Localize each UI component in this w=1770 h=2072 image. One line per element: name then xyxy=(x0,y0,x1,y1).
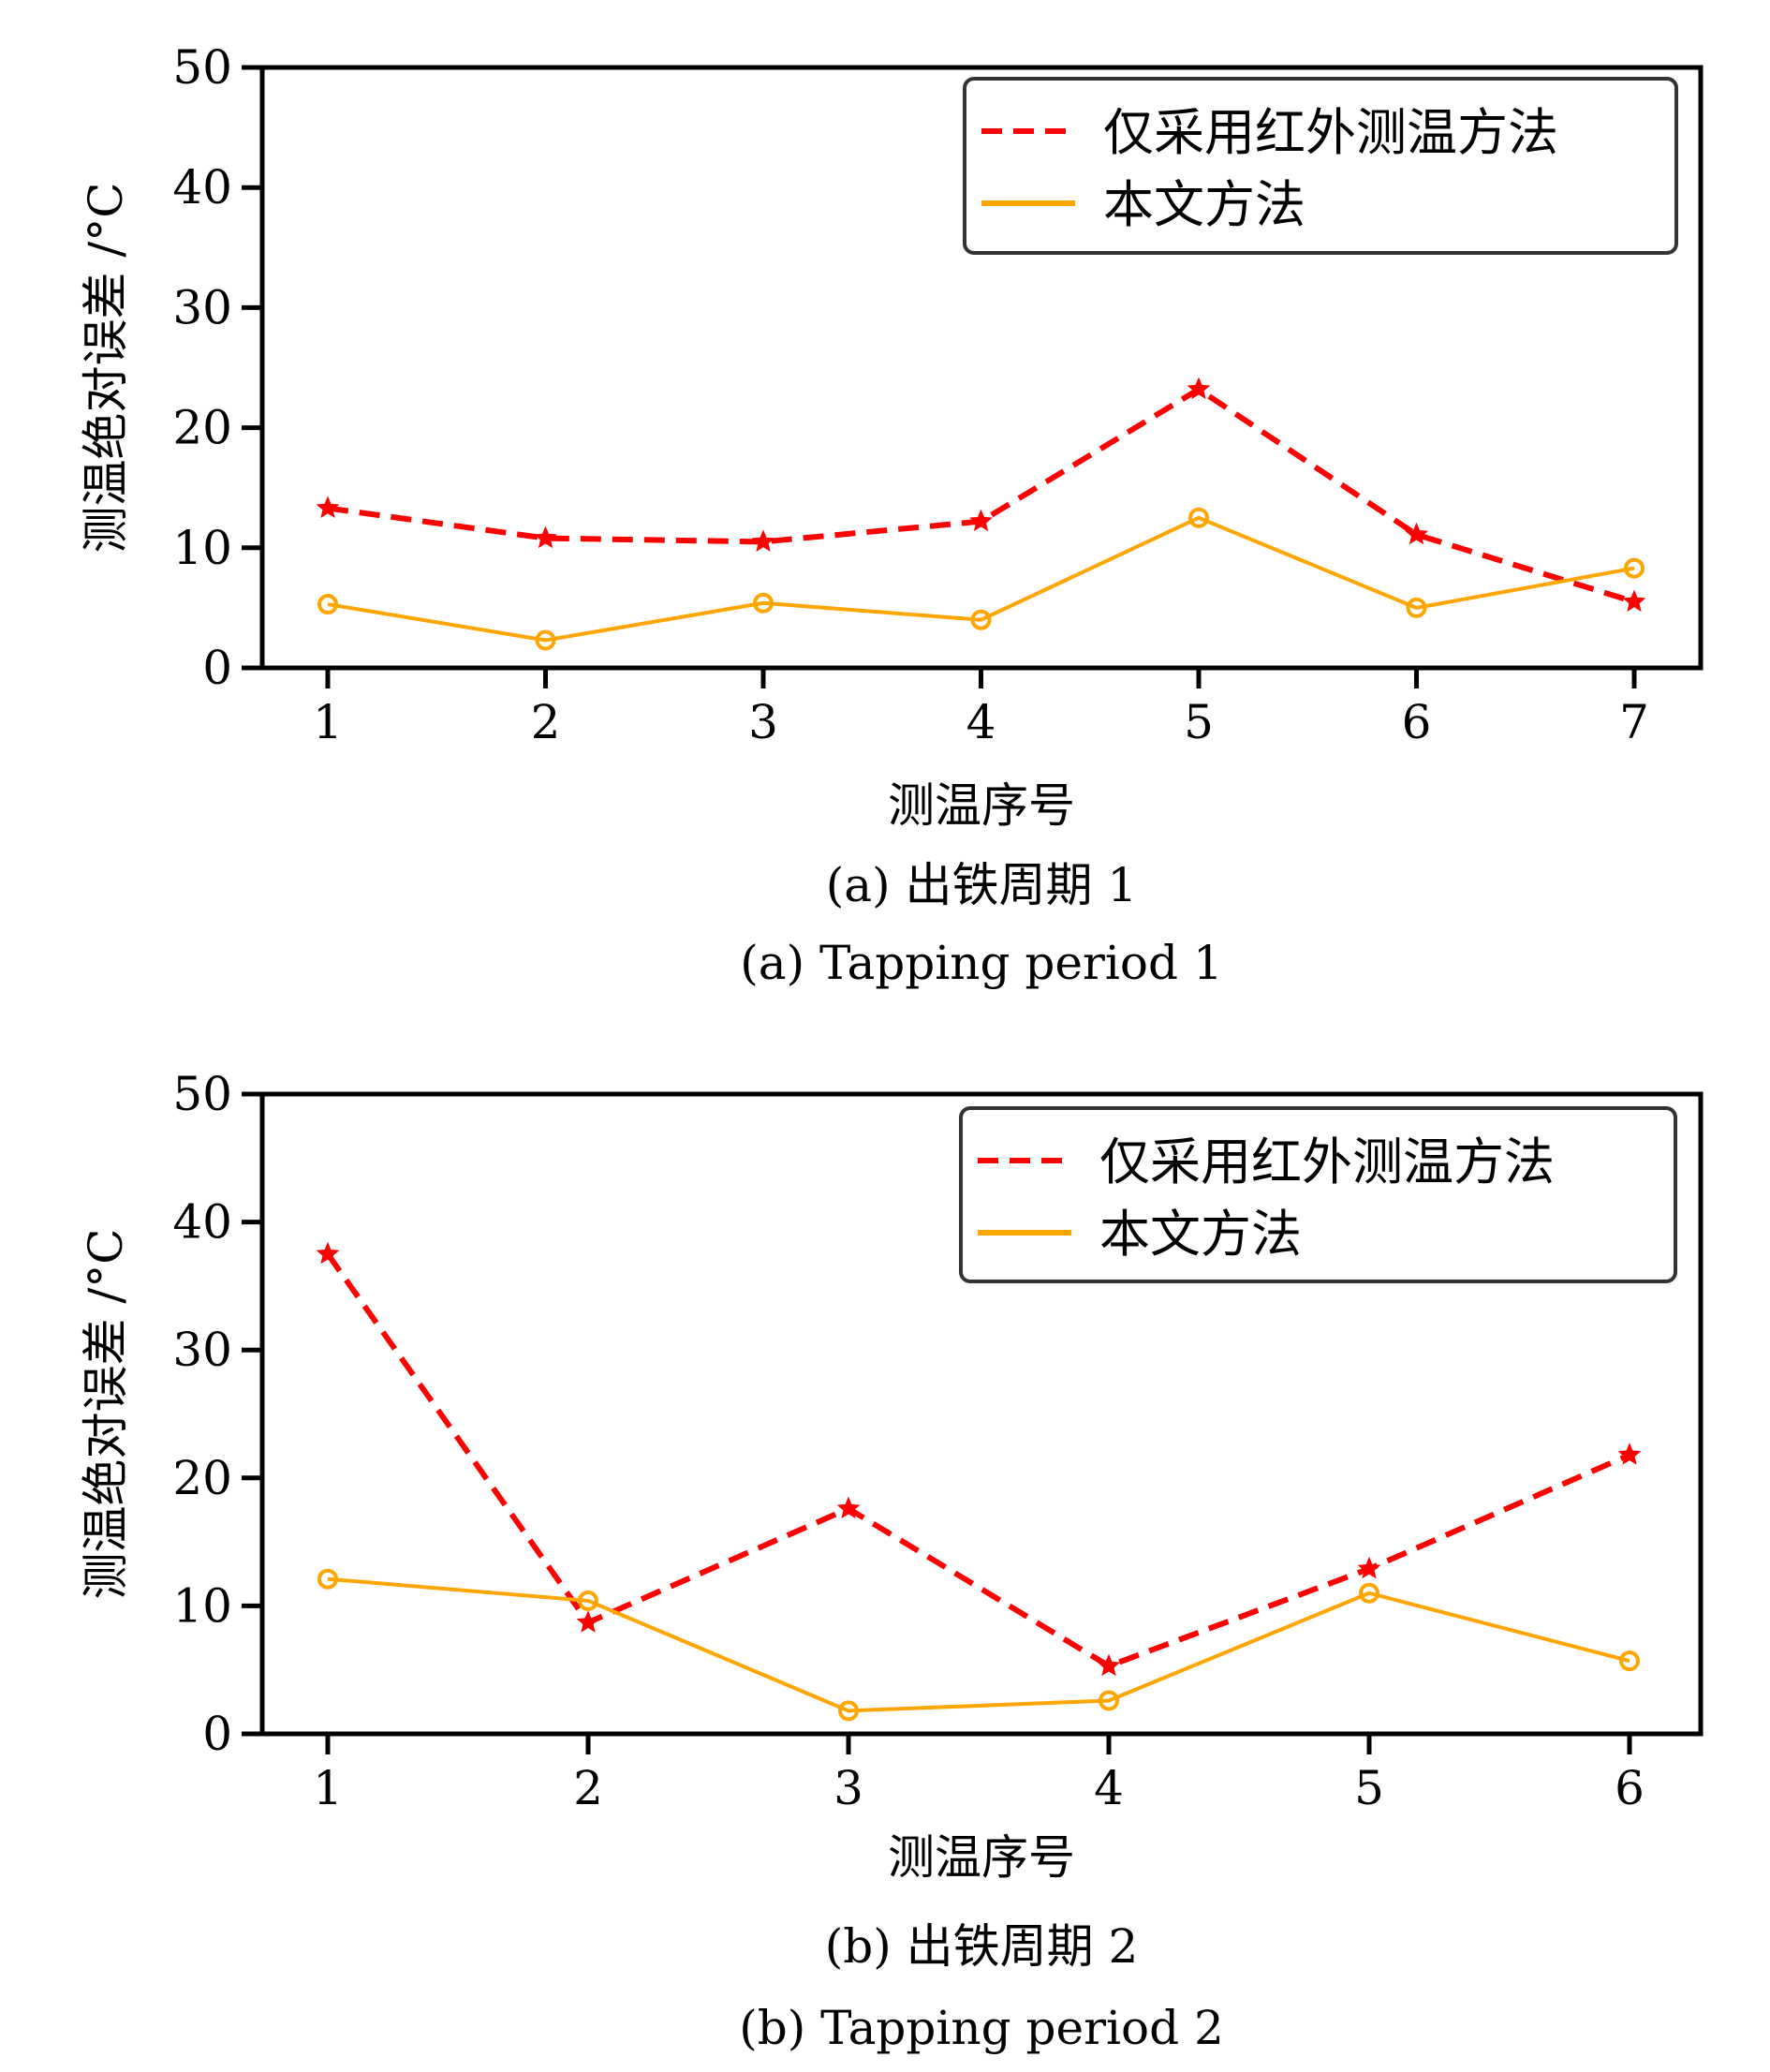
x-tick-label: 4 xyxy=(1094,1761,1124,1815)
series-layer xyxy=(316,1241,1642,1722)
data-point-circle xyxy=(578,1590,598,1611)
data-point-circle xyxy=(1406,597,1427,618)
series-layer xyxy=(316,377,1646,651)
legend-label-infrared: 仅采用红外测温方法 xyxy=(1103,103,1558,162)
data-point-star xyxy=(1187,377,1211,400)
x-tick-label: 2 xyxy=(573,1761,603,1815)
series-line-infrared xyxy=(327,386,1635,605)
x-tick-label: 2 xyxy=(531,695,561,749)
legend-label-proposed: 本文方法 xyxy=(1099,1205,1302,1264)
y-tick-label: 50 xyxy=(172,40,232,95)
legend-label-proposed: 本文方法 xyxy=(1103,175,1305,234)
y-axis-title: 测温绝对误差 /°C xyxy=(79,1229,133,1600)
data-point-circle xyxy=(535,629,556,651)
x-axis: 1 2 3 4 5 6 7 xyxy=(313,668,1649,749)
data-point-star xyxy=(534,525,557,549)
data-point-star xyxy=(751,529,775,552)
legend-box xyxy=(963,77,1678,255)
y-tick-label: 10 xyxy=(172,521,232,575)
series-line-proposed xyxy=(327,515,1635,643)
y-tick-label: 40 xyxy=(172,160,232,215)
data-point-star xyxy=(1097,1653,1121,1677)
x-tick-label: 6 xyxy=(1615,1761,1645,1815)
x-tick-label: 6 xyxy=(1402,695,1432,749)
y-tick-label: 40 xyxy=(172,1195,232,1250)
y-tick-label: 20 xyxy=(172,401,232,455)
y-axis: 0 10 20 30 40 50 xyxy=(172,1067,262,1761)
series-line-proposed xyxy=(327,1576,1630,1713)
legend: 仅采用红外测温方法 本文方法 xyxy=(959,1106,1677,1283)
data-point-star xyxy=(316,1241,340,1265)
y-tick-label: 10 xyxy=(172,1578,232,1633)
data-point-circle xyxy=(1624,557,1645,579)
y-tick-label: 30 xyxy=(172,280,232,334)
x-tick-label: 5 xyxy=(1184,695,1214,749)
y-tick-label: 0 xyxy=(202,1707,232,1761)
legend-label-infrared: 仅采用红外测温方法 xyxy=(1099,1132,1555,1191)
y-tick-label: 50 xyxy=(172,1067,232,1121)
caption-en: (b) Tapping period 2 xyxy=(739,2001,1224,2055)
y-tick-label: 0 xyxy=(202,641,232,695)
data-point-star xyxy=(1405,522,1428,545)
data-point-circle xyxy=(1188,507,1209,528)
series-line-infrared xyxy=(325,1252,1631,1669)
chart-panel-a: 0 10 20 30 40 50 1 2 3 4 5 6 7 测温绝对误差 /°C 测温序号 仅采用红… xyxy=(79,40,1704,990)
data-point-star xyxy=(1617,1443,1642,1465)
x-tick-label: 3 xyxy=(833,1761,863,1815)
y-tick-label: 30 xyxy=(172,1323,232,1377)
x-axis-title: 测温序号 xyxy=(888,1830,1075,1885)
caption-cn: (b) 出铁周期 2 xyxy=(825,1919,1139,1974)
data-point-star xyxy=(316,496,340,518)
y-axis: 0 10 20 30 40 50 xyxy=(172,40,262,695)
x-tick-label: 5 xyxy=(1354,1761,1384,1815)
data-point-star xyxy=(576,1610,600,1633)
data-point-circle xyxy=(970,609,992,630)
x-tick-label: 7 xyxy=(1619,695,1649,749)
x-axis: 1 2 3 4 5 6 xyxy=(313,1734,1645,1815)
x-tick-label: 4 xyxy=(966,695,996,749)
caption-en: (a) Tapping period 1 xyxy=(740,936,1222,990)
chart-panel-b: 0 10 20 30 40 50 1 2 3 4 5 6 测温绝对误差 /°C 测温序号 仅采用红外… xyxy=(79,1067,1704,2055)
caption-cn: (a) 出铁周期 1 xyxy=(826,858,1137,912)
y-tick-label: 20 xyxy=(172,1451,232,1505)
data-point-circle xyxy=(1619,1650,1640,1672)
data-point-circle xyxy=(317,594,338,615)
data-point-circle xyxy=(317,1568,338,1590)
plot-frame xyxy=(259,1091,1704,1737)
y-axis-title: 测温绝对误差 /°C xyxy=(79,183,133,554)
x-tick-label: 1 xyxy=(313,1761,343,1815)
legend: 仅采用红外测温方法 本文方法 xyxy=(963,77,1678,255)
data-point-star xyxy=(836,1496,861,1519)
x-tick-label: 1 xyxy=(313,695,343,749)
x-axis-title: 测温序号 xyxy=(888,778,1075,833)
x-tick-label: 3 xyxy=(748,695,778,749)
data-point-star xyxy=(1357,1556,1381,1579)
legend-box xyxy=(959,1106,1677,1283)
data-point-circle xyxy=(838,1700,859,1722)
data-point-star xyxy=(1622,589,1646,612)
data-point-circle xyxy=(1359,1582,1379,1604)
data-point-circle xyxy=(1099,1690,1119,1711)
data-point-circle xyxy=(753,592,774,614)
data-point-star xyxy=(969,509,993,532)
